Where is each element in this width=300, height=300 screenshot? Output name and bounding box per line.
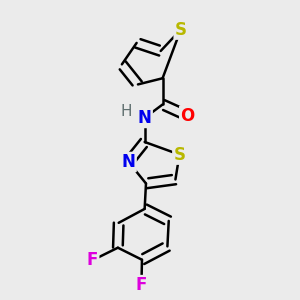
Text: H: H	[120, 104, 132, 119]
Text: F: F	[87, 251, 98, 269]
Text: S: S	[175, 20, 187, 38]
Text: S: S	[173, 146, 185, 164]
Text: N: N	[122, 153, 136, 171]
Text: O: O	[180, 107, 195, 125]
Text: N: N	[138, 109, 152, 127]
Text: F: F	[136, 276, 147, 294]
